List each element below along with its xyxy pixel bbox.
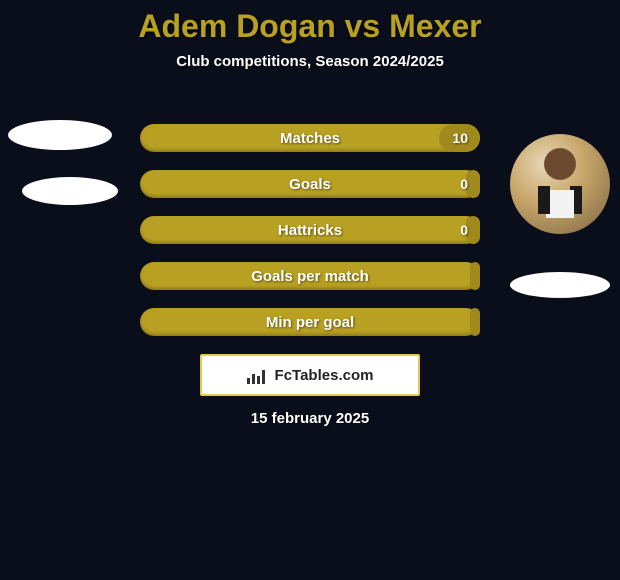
avatar-placeholder-right <box>510 272 610 298</box>
stat-bar-value: 0 <box>460 216 468 244</box>
subtitle: Club competitions, Season 2024/2025 <box>0 53 620 70</box>
stat-bar-label: Goals per match <box>140 262 480 290</box>
source-logo: FcTables.com <box>200 354 420 396</box>
stat-bars: Matches 10 Goals 0 Hattricks 0 Goals per… <box>140 124 480 354</box>
stat-bar-goals: Goals 0 <box>140 170 480 198</box>
stat-bar-min-per-goal: Min per goal <box>140 308 480 336</box>
stat-bar-matches: Matches 10 <box>140 124 480 152</box>
stat-bar-value: 0 <box>460 170 468 198</box>
player-avatar-right <box>510 134 610 234</box>
stat-bar-label: Goals <box>140 170 480 198</box>
avatar-placeholder-left-1 <box>8 120 112 150</box>
stat-bar-goals-per-match: Goals per match <box>140 262 480 290</box>
stat-bar-value: 10 <box>452 124 468 152</box>
avatar-placeholder-left-2 <box>22 177 118 205</box>
source-logo-text: FcTables.com <box>275 367 374 384</box>
page-title: Adem Dogan vs Mexer <box>0 0 620 45</box>
stat-bar-hattricks: Hattricks 0 <box>140 216 480 244</box>
date-label: 15 february 2025 <box>0 410 620 427</box>
stat-bar-label: Min per goal <box>140 308 480 336</box>
bar-chart-icon <box>247 366 269 384</box>
stat-bar-label: Matches <box>140 124 480 152</box>
stat-bar-label: Hattricks <box>140 216 480 244</box>
